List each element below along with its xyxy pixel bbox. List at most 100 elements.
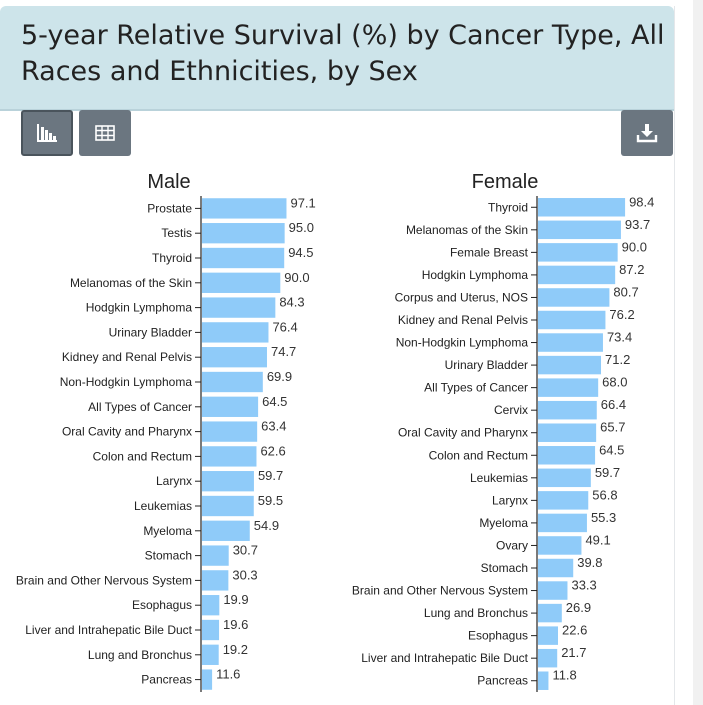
category-label: Pancreas — [477, 674, 528, 688]
category-label: Non-Hodgkin Lymphoma — [396, 336, 529, 350]
data-label: 30.7 — [233, 543, 258, 558]
category-label: Hodgkin Lymphoma — [422, 268, 529, 282]
category-label: Pancreas — [141, 673, 192, 687]
data-label: 87.2 — [619, 262, 644, 277]
bar-male — [202, 247, 285, 269]
category-label: Larynx — [156, 474, 192, 488]
data-label: 62.6 — [260, 443, 285, 458]
category-label: Colon and Rectum — [93, 449, 192, 463]
data-label: 97.1 — [290, 195, 315, 210]
bar-male — [202, 396, 259, 417]
bar-female — [538, 648, 558, 668]
chart-panel: 5-year Relative Survival (%) by Cancer T… — [0, 6, 675, 705]
bar-male — [202, 520, 250, 541]
page-title: 5-year Relative Survival (%) by Cancer T… — [21, 20, 665, 87]
category-label: Female Breast — [450, 245, 529, 259]
data-label: 73.4 — [607, 330, 632, 345]
category-label: Hodgkin Lymphoma — [86, 301, 193, 315]
bar-female — [538, 603, 562, 623]
data-label: 30.3 — [232, 567, 257, 582]
bar-female — [538, 310, 606, 330]
data-label: 19.2 — [223, 642, 248, 657]
data-label: 80.7 — [613, 284, 638, 299]
category-label: Prostate — [147, 201, 192, 215]
category-label: Ovary — [496, 538, 528, 552]
table-view-button[interactable] — [79, 110, 131, 156]
bar-female — [538, 265, 616, 285]
bar-female — [538, 513, 587, 533]
data-label: 71.2 — [605, 352, 630, 367]
download-icon — [636, 124, 658, 143]
category-label: Kidney and Renal Pelvis — [62, 350, 192, 364]
bar-male — [202, 446, 257, 467]
data-label: 49.1 — [585, 532, 610, 547]
table-icon — [95, 125, 115, 141]
chart-view-button[interactable] — [21, 110, 73, 156]
category-label: Esophagus — [132, 598, 192, 612]
category-label: Colon and Rectum — [429, 448, 528, 462]
category-label: Leukemias — [134, 499, 192, 513]
bar-female — [538, 243, 618, 262]
category-label: Lung and Bronchus — [424, 606, 528, 620]
category-label: Oral Cavity and Pharynx — [62, 425, 192, 439]
data-label: 39.8 — [577, 555, 602, 570]
category-label: Non-Hodgkin Lymphoma — [60, 375, 193, 389]
scrollbar[interactable] — [693, 0, 703, 705]
bar-male — [202, 198, 287, 219]
bar-male — [202, 644, 219, 665]
data-label: 19.9 — [223, 592, 248, 607]
bar-male — [202, 421, 258, 442]
data-label: 59.7 — [595, 465, 620, 480]
bar-male — [202, 347, 267, 368]
category-label: Larynx — [492, 493, 528, 507]
data-label: 69.9 — [267, 369, 292, 384]
category-label: Thyroid — [488, 200, 528, 214]
data-label: 56.8 — [592, 487, 617, 502]
data-label: 33.3 — [571, 578, 596, 593]
bar-male — [202, 322, 269, 343]
data-label: 21.7 — [561, 645, 586, 660]
data-label: 95.0 — [289, 220, 314, 235]
category-label: Urinary Bladder — [445, 358, 528, 372]
data-label: 98.4 — [629, 194, 654, 209]
bar-female — [538, 468, 591, 488]
bar-male — [202, 471, 254, 492]
bar-male — [202, 570, 229, 591]
bar-female — [538, 626, 559, 645]
category-label: Cervix — [494, 403, 528, 417]
data-label: 54.9 — [254, 518, 279, 533]
category-label: Testis — [161, 226, 192, 240]
bar-male — [202, 669, 213, 690]
bar-female — [538, 671, 549, 690]
category-label: Liver and Intrahepatic Bile Duct — [361, 651, 528, 665]
category-label: Esophagus — [468, 629, 528, 643]
bar-male — [202, 223, 285, 244]
bar-female — [538, 288, 610, 307]
bar-female — [538, 423, 597, 442]
category-label: Liver and Intrahepatic Bile Duct — [25, 623, 192, 637]
data-label: 64.5 — [599, 442, 624, 457]
data-label: 64.5 — [262, 394, 287, 409]
data-label: 19.6 — [223, 617, 248, 632]
category-label: Melanomas of the Skin — [70, 276, 192, 290]
category-label: Lung and Bronchus — [88, 648, 192, 662]
category-label: Stomach — [481, 561, 528, 575]
chart-title-male: Male — [147, 171, 190, 193]
data-label: 93.7 — [625, 217, 650, 232]
data-label: 59.7 — [258, 468, 283, 483]
data-label: 94.5 — [288, 245, 313, 260]
category-label: Urinary Bladder — [109, 325, 192, 339]
bar-male — [202, 297, 276, 318]
bar-female — [538, 581, 568, 600]
bar-female — [538, 536, 582, 555]
category-label: Brain and Other Nervous System — [16, 573, 192, 587]
bar-male — [202, 371, 263, 393]
title-bar: 5-year Relative Survival (%) by Cancer T… — [0, 6, 674, 111]
data-label: 90.0 — [284, 270, 309, 285]
data-label: 90.0 — [622, 239, 647, 254]
category-label: Kidney and Renal Pelvis — [398, 313, 528, 327]
data-label: 11.8 — [552, 668, 576, 683]
download-button[interactable] — [621, 110, 673, 156]
category-label: Oral Cavity and Pharynx — [398, 426, 528, 440]
